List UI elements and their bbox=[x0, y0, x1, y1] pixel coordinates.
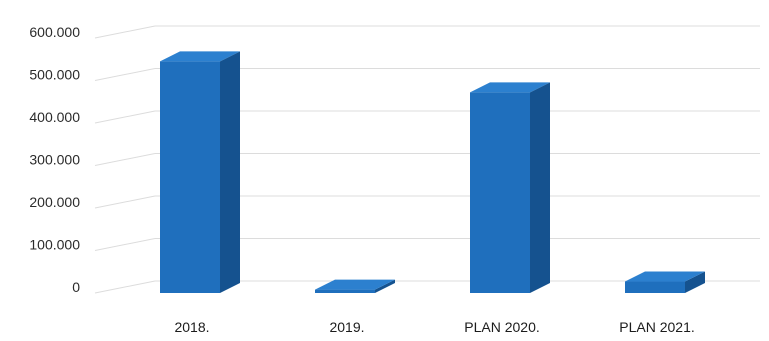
x-category-label: 2018. bbox=[174, 319, 209, 335]
gridline-depth bbox=[94, 195, 156, 209]
bar-top-face bbox=[625, 271, 705, 282]
gridline-depth bbox=[94, 153, 156, 166]
bar-top-face bbox=[315, 279, 395, 290]
bar-front-face bbox=[625, 281, 685, 293]
bars bbox=[160, 51, 705, 294]
y-tick-label: 200.000 bbox=[29, 194, 80, 210]
bar-top-face bbox=[470, 82, 550, 93]
y-tick-label: 0 bbox=[72, 279, 80, 295]
gridlines bbox=[94, 25, 760, 294]
gridline-depth bbox=[94, 68, 156, 81]
gridline-depth bbox=[94, 25, 156, 39]
gridline-depth bbox=[94, 280, 156, 294]
bar-front-face bbox=[160, 61, 220, 293]
bar-side-face bbox=[220, 51, 240, 293]
bar-side-face bbox=[685, 271, 705, 293]
bar bbox=[315, 279, 395, 293]
x-category-label: PLAN 2020. bbox=[464, 319, 540, 335]
bar bbox=[160, 51, 240, 293]
x-category-label: PLAN 2021. bbox=[619, 319, 695, 335]
x-category-label: 2019. bbox=[329, 319, 364, 335]
bar-front-face bbox=[315, 289, 375, 293]
bar bbox=[625, 271, 705, 293]
gridline-depth bbox=[94, 110, 156, 124]
y-axis-tick-labels: 0 100.000 200.000 300.000 400.000 500.000 600.… bbox=[29, 24, 80, 295]
gridline-depth bbox=[94, 238, 156, 251]
bar-front-face bbox=[470, 92, 530, 294]
y-tick-label: 600.000 bbox=[29, 24, 80, 40]
bar-side-face bbox=[375, 279, 395, 293]
y-tick-label: 300.000 bbox=[29, 152, 80, 168]
y-tick-label: 100.000 bbox=[29, 237, 80, 253]
y-tick-label: 500.000 bbox=[29, 67, 80, 83]
bar bbox=[470, 82, 550, 294]
bar-side-face bbox=[530, 82, 550, 294]
x-axis-category-labels: 2018. 2019. PLAN 2020. PLAN 2021. bbox=[174, 319, 694, 335]
y-tick-label: 400.000 bbox=[29, 109, 80, 125]
bar-top-face bbox=[160, 51, 240, 62]
